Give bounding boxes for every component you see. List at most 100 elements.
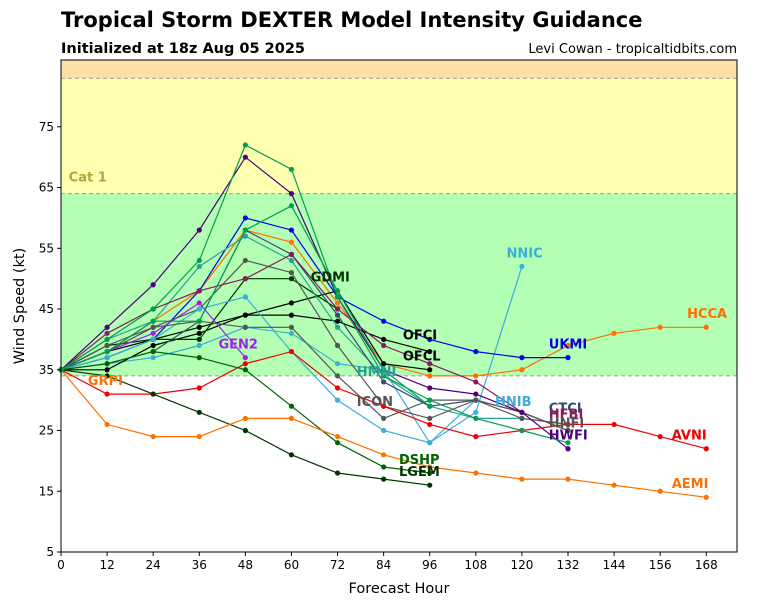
point-hcca-9 bbox=[473, 373, 479, 379]
point-ukmi-7 bbox=[381, 318, 387, 324]
x-tick-label-144: 144 bbox=[603, 558, 626, 572]
y-tick-label-15: 15 bbox=[39, 484, 54, 498]
point-ofci-6 bbox=[334, 318, 341, 324]
chart-credit: Levi Cowan - tropicaltidbits.com bbox=[528, 42, 737, 57]
point-hnib-8 bbox=[427, 440, 433, 446]
point-hnib-4 bbox=[242, 294, 248, 300]
point-unnamed-20-2 bbox=[150, 318, 156, 324]
point-ukmi-8 bbox=[427, 336, 433, 343]
x-tick-label-132: 132 bbox=[557, 558, 580, 572]
band-0 bbox=[61, 375, 737, 552]
point-hwfi-9 bbox=[473, 391, 479, 397]
point-avni-4 bbox=[242, 361, 248, 367]
y-tick-label-55: 55 bbox=[39, 241, 54, 255]
label-aemi: AEMI bbox=[672, 477, 709, 492]
point-ofcl-5 bbox=[288, 300, 295, 306]
point-ctci-6 bbox=[334, 312, 341, 318]
y-tick-label-5: 5 bbox=[46, 545, 54, 559]
label-ofci: OFCI bbox=[403, 328, 437, 343]
label-dshp: DSHP bbox=[399, 453, 440, 468]
point-ofcl-7 bbox=[381, 361, 387, 367]
point-hwfi-2 bbox=[150, 282, 156, 288]
point-hcca-12 bbox=[611, 330, 617, 336]
plot-frame bbox=[60, 59, 738, 553]
point-dshp-6 bbox=[334, 440, 341, 446]
point-aemi-3 bbox=[196, 433, 202, 440]
chart-subtitle: Initialized at 18z Aug 05 2025 bbox=[61, 41, 306, 57]
point-avni-1 bbox=[104, 391, 110, 397]
point-unnamed-20-4 bbox=[242, 227, 248, 233]
y-axis-ticks: 5 15 25 35 45 55 65 75 bbox=[39, 120, 61, 559]
point-hfbi-5 bbox=[288, 251, 295, 257]
point-hmni-4 bbox=[242, 233, 248, 239]
label-hmni: HMNI bbox=[357, 365, 397, 380]
series-layer bbox=[58, 142, 709, 500]
point-ukmi-10 bbox=[519, 355, 525, 361]
point-aemi-13 bbox=[657, 488, 663, 494]
point-hwfi-3 bbox=[196, 227, 202, 233]
point-icon-8 bbox=[427, 415, 433, 421]
x-tick-label-108: 108 bbox=[464, 558, 487, 572]
point-nnic-10 bbox=[519, 263, 525, 270]
x-tick-label-24: 24 bbox=[146, 558, 161, 572]
point-hnfi-9 bbox=[473, 397, 479, 403]
point-hfbi-6 bbox=[334, 306, 341, 312]
y-tick-label-45: 45 bbox=[39, 302, 54, 316]
point-hfbi-9 bbox=[473, 379, 479, 385]
point-unnamed-19-3 bbox=[196, 257, 202, 264]
x-tick-label-156: 156 bbox=[649, 558, 672, 572]
point-avni-11 bbox=[565, 421, 571, 428]
label-ctci: CTCI bbox=[549, 401, 582, 416]
x-tick-label-84: 84 bbox=[376, 558, 391, 572]
point-gen2-4 bbox=[242, 355, 248, 361]
point-hmni-5 bbox=[288, 257, 295, 264]
model-labels: NNIC HCCA UKMI OFCI OFCL GDMI GEN2 HMNI ICON HNIB… bbox=[88, 246, 727, 492]
point-aemi-2 bbox=[150, 433, 156, 440]
point-lgem-4 bbox=[242, 427, 248, 434]
x-axis-label: Forecast Hour bbox=[349, 581, 450, 597]
point-unnamed-19-6 bbox=[334, 294, 341, 300]
label-hnib: HNIB bbox=[495, 395, 532, 410]
point-ofci-8 bbox=[427, 348, 433, 355]
point-ukmi-11 bbox=[565, 355, 571, 361]
point-hfbi-7 bbox=[381, 342, 387, 349]
point-ukmi-4 bbox=[242, 215, 248, 221]
x-axis-ticks: 0 12 24 36 48 60 72 84 96 108 120 132 144 156 168 bbox=[57, 552, 718, 572]
point-aemi-6 bbox=[334, 433, 341, 440]
point-dshp-5 bbox=[288, 403, 295, 409]
point-hfbi-1 bbox=[104, 330, 110, 336]
x-tick-label-120: 120 bbox=[510, 558, 533, 572]
series-line-icon bbox=[60, 259, 569, 425]
series-ofcl bbox=[58, 288, 433, 373]
label-gen2: GEN2 bbox=[218, 338, 257, 353]
label-hfbi: HFBI bbox=[549, 407, 584, 422]
label-lgem: LGEM bbox=[399, 465, 440, 480]
point-hnfi-5 bbox=[288, 324, 295, 330]
point-ctci-7 bbox=[381, 379, 387, 385]
x-tick-label-0: 0 bbox=[57, 558, 65, 572]
x-tick-label-12: 12 bbox=[99, 558, 114, 572]
point-hnfi-2 bbox=[150, 324, 156, 330]
point-lgem-2 bbox=[150, 391, 156, 397]
point-nnic-2 bbox=[150, 355, 156, 361]
point-unnamed-19-5 bbox=[288, 166, 295, 172]
point-hcca-11 bbox=[565, 342, 571, 349]
point-hwfi-1 bbox=[104, 324, 110, 330]
series-lgem bbox=[58, 367, 433, 488]
point-aemi-11 bbox=[565, 476, 571, 482]
category-bands: Cat 1 bbox=[61, 60, 737, 552]
point-aemi-9 bbox=[473, 470, 479, 476]
point-lgem-6 bbox=[334, 470, 341, 476]
label-icon: ICON bbox=[357, 395, 393, 410]
point-lgem-5 bbox=[288, 452, 295, 458]
point-ofci-3 bbox=[196, 324, 202, 330]
y-tick-label-65: 65 bbox=[39, 181, 54, 195]
x-tick-label-96: 96 bbox=[422, 558, 437, 572]
point-hmni-3 bbox=[196, 263, 202, 270]
point-hcca-13 bbox=[657, 324, 663, 330]
point-unnamed-20-1 bbox=[104, 348, 110, 355]
point-aemi-5 bbox=[288, 415, 295, 421]
point-aemi-14 bbox=[703, 494, 709, 500]
series-unnamed-19 bbox=[58, 142, 571, 446]
